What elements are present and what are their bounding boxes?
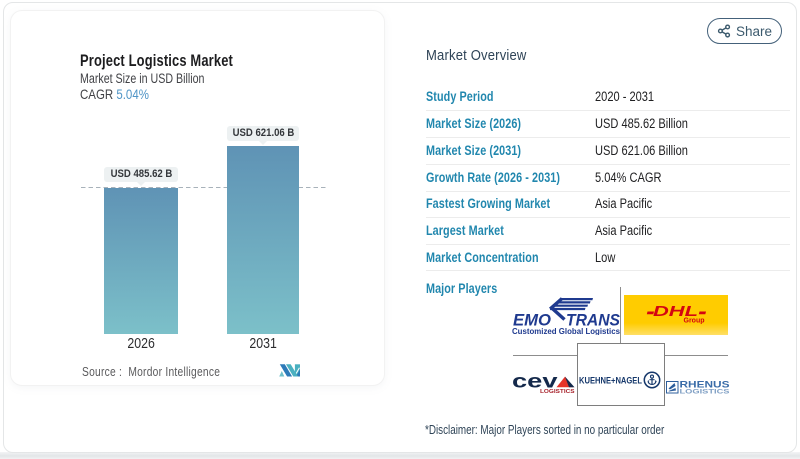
svg-text:LOGISTICS: LOGISTICS <box>540 389 575 394</box>
svg-text:cev: cev <box>512 374 558 392</box>
svg-text:KUEHNE+NAGEL: KUEHNE+NAGEL <box>579 376 642 386</box>
svg-text:DHL: DHL <box>653 303 698 320</box>
svg-text:EMO: EMO <box>513 312 551 330</box>
svg-text:TRANS: TRANS <box>566 312 620 330</box>
svg-text:Customized Global Logistics: Customized Global Logistics <box>512 327 621 335</box>
svg-text:RHENUS: RHENUS <box>680 380 730 390</box>
svg-text:LOGISTICS: LOGISTICS <box>680 389 731 394</box>
svg-text:Group: Group <box>684 318 705 325</box>
